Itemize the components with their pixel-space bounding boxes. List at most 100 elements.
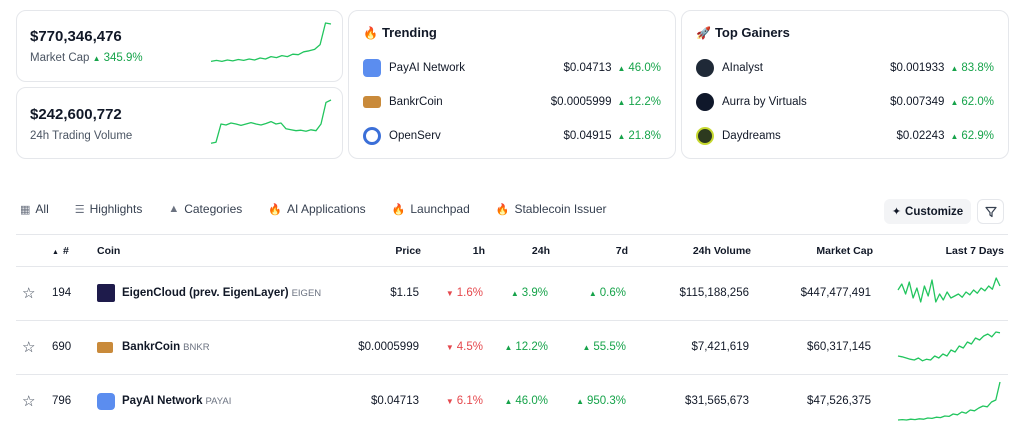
gainer-item[interactable]: Daydreams $0.02243 ▲ 62.9%	[696, 126, 994, 146]
trending-item[interactable]: PayAI Network $0.04713 ▲ 46.0%	[363, 58, 661, 78]
tab-categories[interactable]: ▲ Categories	[168, 202, 242, 216]
trending-item-name: BankrCoin	[389, 96, 443, 108]
row-change-7d: ▲ 55.5%	[582, 341, 626, 353]
filter-button[interactable]	[977, 199, 1004, 224]
openserv-logo-icon	[363, 127, 381, 145]
trending-item-change: ▲ 46.0%	[617, 62, 661, 74]
row-change-1h: ▼ 1.6%	[445, 287, 483, 299]
row-rank: 690	[52, 341, 72, 353]
tab-launchpad-label: Launchpad	[410, 202, 470, 216]
h24-header[interactable]: 24h	[531, 245, 550, 257]
category-tabs: ▦ All ☰ Highlights ▲ Categories 🔥 AI Applica…	[20, 202, 633, 216]
table-row[interactable]: ☆ 796 PayAI Network PAYAI $0.04713 ▼ 6.1% …	[16, 375, 1008, 427]
gainer-item[interactable]: AInalyst $0.001933 ▲ 83.8%	[696, 58, 994, 78]
sparkle-icon: ✦	[891, 206, 902, 218]
row-rank: 796	[52, 395, 72, 407]
gainer-item-price: $0.001933	[890, 62, 945, 74]
market-cap-sparkline	[210, 22, 332, 63]
row-coin[interactable]: EigenCloud (prev. EigenLayer) EIGEN	[122, 287, 321, 299]
trending-title[interactable]: 🔥 Trending	[363, 25, 437, 40]
row-rank: 194	[52, 287, 72, 299]
gainer-item-change: ▲ 62.9%	[950, 130, 994, 142]
trending-item-change-value: 46.0%	[628, 62, 661, 74]
table-row[interactable]: ☆ 194 EigenCloud (prev. EigenLayer) EIGEN…	[16, 267, 1008, 321]
tab-stablecoin-issuer[interactable]: 🔥 Stablecoin Issuer	[496, 202, 607, 216]
trending-item[interactable]: OpenServ $0.04915 ▲ 21.8%	[363, 126, 661, 146]
fire-icon: 🔥	[391, 203, 406, 216]
eigen-logo-icon	[97, 284, 115, 302]
trending-item-price: $0.04713	[563, 62, 612, 74]
gainer-item-change-value: 62.0%	[961, 96, 994, 108]
fire-icon: 🔥	[495, 203, 510, 216]
aurra-logo-icon	[696, 93, 714, 111]
ainalyst-logo-icon	[696, 59, 714, 77]
star-icon[interactable]: ☆	[22, 393, 36, 410]
trending-item-price: $0.04915	[563, 130, 612, 142]
volume-header[interactable]: 24h Volume	[692, 245, 751, 257]
gainer-item[interactable]: Aurra by Virtuals $0.007349 ▲ 62.0%	[696, 92, 994, 112]
market-cap-card: $770,346,476 Market Cap ▲ 345.9%	[16, 10, 343, 82]
gainer-item-name: AInalyst	[722, 62, 763, 74]
gainer-item-change: ▲ 83.8%	[950, 62, 994, 74]
trending-panel: 🔥 Trending PayAI Network $0.04713 ▲ 46.0% …	[348, 10, 676, 159]
table-row[interactable]: ☆ 690 BankrCoin BNKR $0.0005999 ▼ 4.5% ▲ 12…	[16, 321, 1008, 375]
sparkline-path	[210, 99, 332, 144]
row-coin-name: PayAI Network	[122, 395, 203, 407]
market-cap-value: $770,346,476	[30, 28, 122, 45]
filter-icon	[984, 206, 997, 217]
row-change-24h-value: 3.9%	[521, 287, 548, 299]
star-icon[interactable]: ☆	[22, 285, 36, 302]
row-coin-name: BankrCoin	[122, 341, 181, 353]
customize-button[interactable]: ✦ Customize	[884, 199, 971, 224]
row-volume: $31,565,673	[685, 395, 749, 407]
tab-highlights[interactable]: ☰ Highlights	[75, 202, 143, 216]
market-cap-change: ▲ 345.9%	[92, 52, 143, 64]
trending-title-text: Trending	[381, 25, 437, 40]
tab-all[interactable]: ▦ All	[20, 202, 49, 216]
fire-icon: 🔥	[363, 26, 378, 40]
trending-item[interactable]: BankrCoin $0.0005999 ▲ 12.2%	[363, 92, 661, 112]
trading-volume-sparkline	[210, 99, 332, 144]
price-header[interactable]: Price	[395, 245, 421, 257]
table-header: ▲ # Coin Price 1h 24h 7d 24h Volume Marke…	[16, 234, 1008, 267]
tab-stablecoin-issuer-label: Stablecoin Issuer	[514, 202, 607, 216]
trending-item-change-value: 21.8%	[628, 130, 661, 142]
row-change-24h-value: 46.0%	[515, 395, 548, 407]
payai-logo-icon	[97, 393, 115, 410]
sparkline-path	[897, 277, 1001, 303]
h1-header[interactable]: 1h	[472, 245, 485, 257]
trading-volume-value: $242,600,772	[30, 106, 122, 123]
row-coin[interactable]: BankrCoin BNKR	[122, 341, 210, 353]
top-gainers-title[interactable]: 🚀 Top Gainers	[696, 25, 790, 40]
market-cap-label-text: Market Cap	[30, 52, 90, 64]
fire-icon: 🔥	[268, 203, 282, 216]
row-change-1h: ▼ 6.1%	[445, 395, 483, 407]
grid-icon: ▦	[20, 203, 31, 216]
row-coin[interactable]: PayAI Network PAYAI	[122, 395, 231, 407]
tab-all-label: All	[35, 202, 49, 216]
row-change-7d: ▲ 0.6%	[588, 287, 626, 299]
trending-item-change-value: 12.2%	[628, 96, 661, 108]
rank-header-label: #	[62, 245, 69, 257]
customize-label: Customize	[905, 205, 964, 218]
coin-header[interactable]: Coin	[97, 245, 121, 257]
row-volume: $7,421,619	[691, 341, 749, 353]
tab-ai-applications[interactable]: 🔥 AI Applications	[268, 202, 365, 216]
star-icon[interactable]: ☆	[22, 339, 36, 356]
gainer-item-price: $0.02243	[896, 130, 945, 142]
gainer-item-change-value: 62.9%	[961, 130, 994, 142]
daydreams-logo-icon	[696, 127, 714, 145]
market-cap-header[interactable]: Market Cap	[816, 245, 873, 257]
row-coin-symbol: BNKR	[183, 342, 210, 353]
row-change-24h-value: 12.2%	[515, 341, 548, 353]
tab-launchpad[interactable]: 🔥 Launchpad	[392, 202, 470, 216]
trending-item-name: PayAI Network	[389, 62, 466, 74]
d7-header[interactable]: 7d	[615, 245, 628, 257]
tab-categories-label: Categories	[184, 202, 243, 216]
sort-rank-header[interactable]: ▲ #	[52, 245, 69, 257]
row-change-1h: ▼ 4.5%	[445, 341, 483, 353]
trending-item-name: OpenServ	[389, 130, 441, 142]
row-market-cap: $447,477,491	[800, 287, 871, 299]
last-7-days-header: Last 7 Days	[945, 245, 1004, 257]
row-change-7d-value: 950.3%	[586, 395, 626, 407]
